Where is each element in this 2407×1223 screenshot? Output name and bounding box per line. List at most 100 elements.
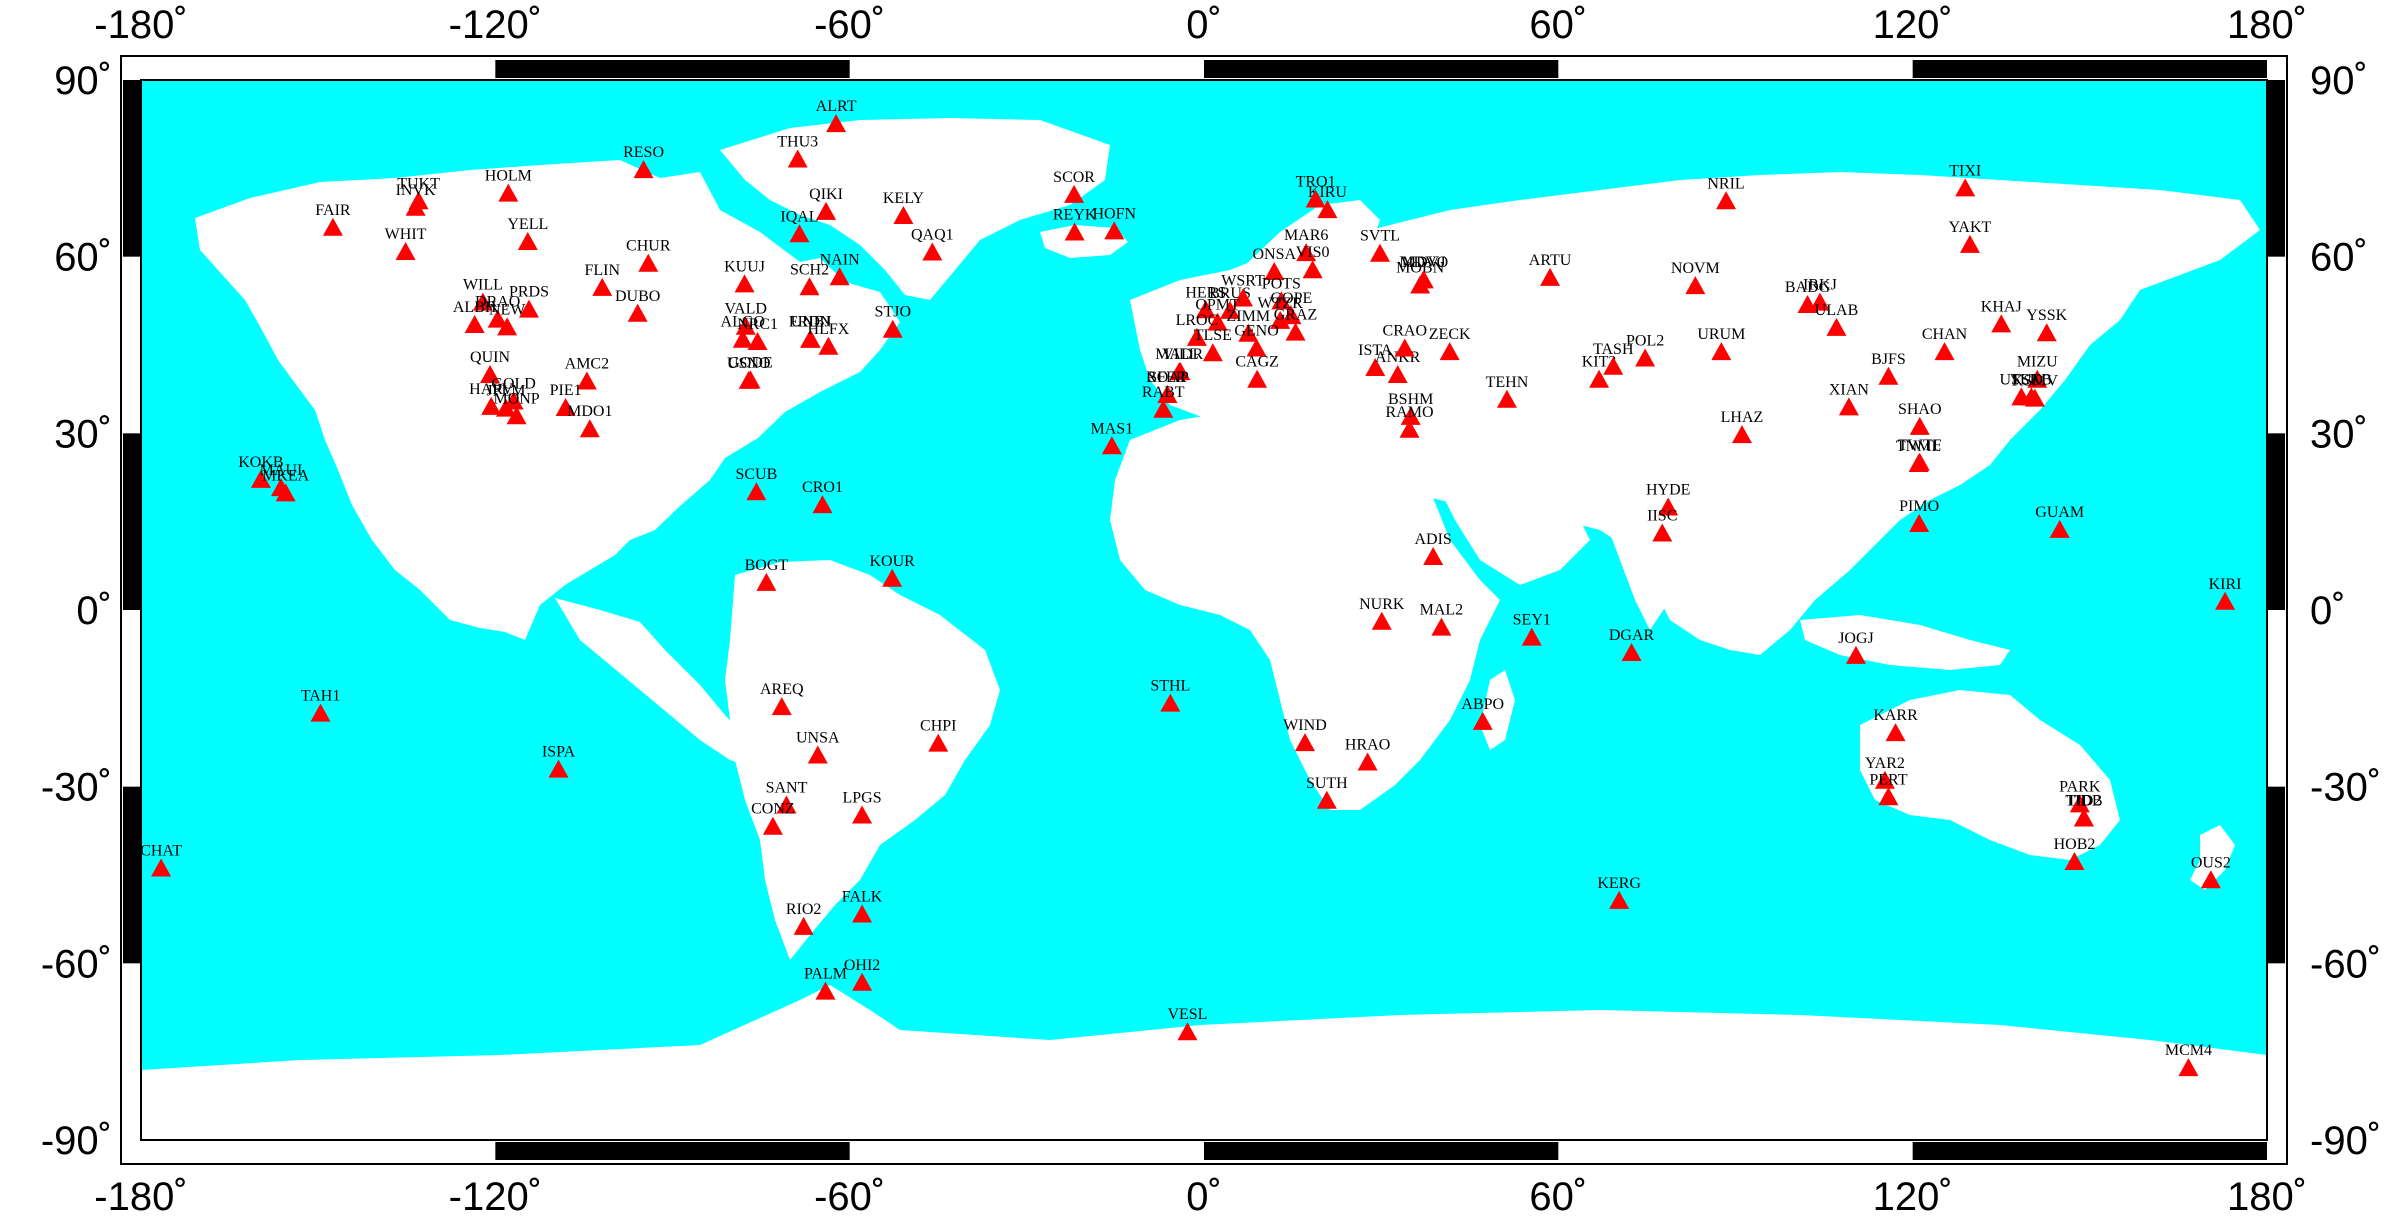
station-marker xyxy=(495,398,516,417)
station-label: GODE xyxy=(728,354,772,371)
station-marker xyxy=(1809,292,1830,311)
station-marker xyxy=(1878,787,1899,806)
station-marker xyxy=(756,572,777,591)
station-marker xyxy=(800,329,821,348)
station-label: GENO xyxy=(1234,323,1278,340)
station-marker xyxy=(1207,312,1228,331)
station-marker xyxy=(1186,327,1207,346)
station-label: GUAM xyxy=(2035,504,2084,521)
station-marker xyxy=(1496,389,1517,408)
station-label: STJO xyxy=(875,304,911,321)
station-label: CRO1 xyxy=(802,479,843,496)
station-marker xyxy=(799,277,820,296)
frame-band-bottom xyxy=(1912,1142,2267,1160)
station-marker xyxy=(2027,369,2048,388)
station-label: JOGJ xyxy=(1838,630,1874,647)
landmass-iceland xyxy=(1040,225,1128,258)
station-marker xyxy=(2069,794,2090,813)
station-marker xyxy=(592,277,613,296)
lat-label-right: -60˚ xyxy=(2310,942,2381,986)
station-marker xyxy=(1609,890,1630,909)
station-label: GOPE xyxy=(1271,290,1313,307)
station-marker xyxy=(1169,362,1190,381)
station-marker xyxy=(1246,338,1267,357)
station-label: SCUB xyxy=(735,466,777,483)
station-marker xyxy=(638,253,659,272)
station-label: WIND xyxy=(1283,717,1327,734)
station-label: PIMO xyxy=(1899,498,1939,515)
station-marker xyxy=(818,336,839,355)
station-marker xyxy=(497,317,518,336)
station-marker xyxy=(506,406,527,425)
station-label: KIRI xyxy=(2209,576,2242,593)
station-label: STHL xyxy=(1150,678,1190,695)
station-marker xyxy=(1357,752,1378,771)
station-label: MAUI xyxy=(260,462,303,479)
lon-label-top: 180˚ xyxy=(2227,3,2307,47)
lon-label-bottom: 0˚ xyxy=(1186,1175,1222,1219)
station-label: TEHN xyxy=(1486,374,1529,391)
station-label: UNBJ xyxy=(791,314,831,331)
station-label: SANT xyxy=(766,780,808,797)
station-label: KARR xyxy=(1873,707,1918,724)
frame-band-top xyxy=(1204,60,1559,78)
station-marker xyxy=(1399,419,1420,438)
station-label: NOVM xyxy=(1671,260,1720,277)
station-marker xyxy=(1232,288,1253,307)
station-label: TLSE xyxy=(1194,327,1232,344)
station-label: BADG xyxy=(1785,279,1831,296)
station-label: YAR2 xyxy=(1865,755,1905,772)
station-marker xyxy=(776,795,797,814)
station-label: FAIR xyxy=(315,202,351,219)
station-marker xyxy=(1797,294,1818,313)
station-label: HARV xyxy=(469,381,514,398)
axis-labels: -180˚ -180˚ -120˚ -120˚ -60˚ -60˚ 0˚ 0˚ 60˚ 60˚ 12… xyxy=(41,3,2381,1219)
station-marker xyxy=(1423,547,1444,565)
landmass-central-america xyxy=(555,598,770,770)
landmass-madagascar xyxy=(1480,670,1515,750)
station-marker xyxy=(1472,711,1493,730)
station-marker xyxy=(852,972,873,991)
station-label: WILL xyxy=(463,277,503,294)
station-marker xyxy=(395,241,416,260)
station-marker xyxy=(322,217,343,236)
station-marker xyxy=(829,267,850,286)
station-marker xyxy=(1202,343,1223,362)
station-label: ROAP xyxy=(1146,369,1189,386)
station-marker xyxy=(1305,189,1326,208)
station-marker xyxy=(1845,645,1866,664)
station-marker xyxy=(481,396,502,415)
station-marker xyxy=(1296,243,1317,262)
station-label: TID2 xyxy=(2067,792,2102,809)
lat-label-right: 30˚ xyxy=(2310,412,2368,456)
station-label: SEY1 xyxy=(1513,612,1551,629)
station-marker xyxy=(746,482,767,501)
station-label: LROC xyxy=(1176,312,1219,329)
station-marker xyxy=(1317,200,1338,219)
station-label: WHIT xyxy=(385,226,427,243)
station-marker xyxy=(807,745,828,764)
station-label: KHAJ xyxy=(1981,298,2022,315)
station-label: MOBN xyxy=(1396,260,1444,277)
station-marker xyxy=(1316,790,1337,809)
lat-label-left: 0˚ xyxy=(76,589,112,633)
station-marker xyxy=(2073,808,2094,827)
station-label: CAGZ xyxy=(1235,354,1279,371)
frame-outer-line xyxy=(120,55,2288,1165)
station-label: WSRT xyxy=(1221,272,1265,289)
station-label: TSKB xyxy=(2011,371,2052,388)
station-label: INVK xyxy=(396,182,436,199)
station-marker xyxy=(1711,342,1732,361)
station-label: SVTL xyxy=(1360,228,1400,245)
lat-label-left: 30˚ xyxy=(54,412,112,456)
station-marker xyxy=(1264,261,1285,280)
station-marker xyxy=(1589,369,1610,388)
station-label: QAQ1 xyxy=(911,227,954,244)
station-marker xyxy=(480,365,501,384)
station-label: HOB2 xyxy=(2054,836,2096,853)
frame-band-right xyxy=(2267,80,2285,257)
station-marker xyxy=(1294,733,1315,752)
station-label: NRIL xyxy=(1707,175,1744,192)
station-marker xyxy=(487,309,508,328)
